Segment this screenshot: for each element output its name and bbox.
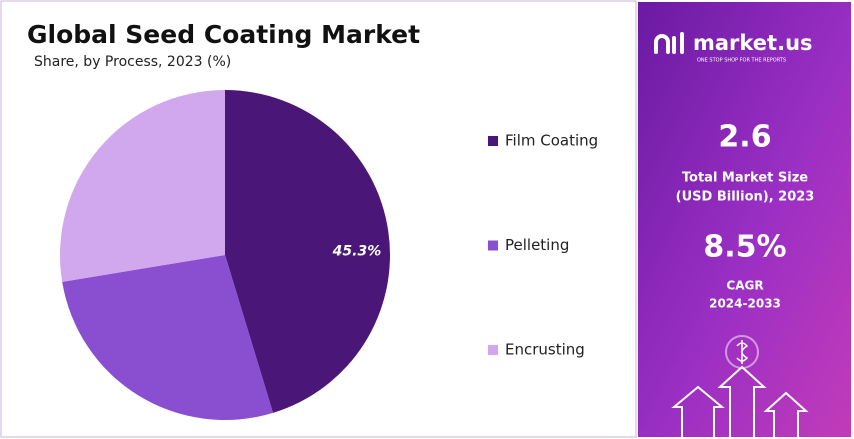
market-size-label: Total Market Size: [682, 171, 808, 186]
pie: 45.3%: [59, 90, 390, 420]
market-size: 2.6: [718, 120, 771, 155]
legend-swatch: [488, 240, 498, 251]
legend-label: Pelleting: [505, 236, 569, 254]
market-size-label: (USD Billion), 2023: [676, 190, 815, 205]
logo-icon: [654, 32, 684, 54]
tagline: ONE STOP SHOP FOR THE REPORTS: [697, 58, 786, 64]
sidebar-panel: [638, 2, 851, 437]
chart-title: Global Seed Coating Market: [27, 20, 420, 49]
pie-slice: [62, 255, 274, 420]
brand: market.us: [693, 31, 813, 55]
data-label: 45.3%: [332, 243, 382, 259]
legend-label: Encrusting: [505, 341, 585, 359]
cagr-label: 2024-2033: [709, 297, 781, 311]
cagr-label: CAGR: [726, 279, 763, 293]
legend-swatch: [488, 136, 498, 146]
decoration: [671, 335, 809, 437]
legend-label: Film Coating: [505, 132, 598, 150]
chart-subtitle: Share, by Process, 2023 (%): [34, 54, 231, 70]
legend-swatch: [488, 345, 498, 355]
cagr: 8.5%: [703, 230, 786, 265]
pie-slice: [225, 90, 390, 413]
pie-slice: [59, 90, 225, 282]
legend: Film Coating Pelleting Encrusting: [488, 132, 598, 359]
